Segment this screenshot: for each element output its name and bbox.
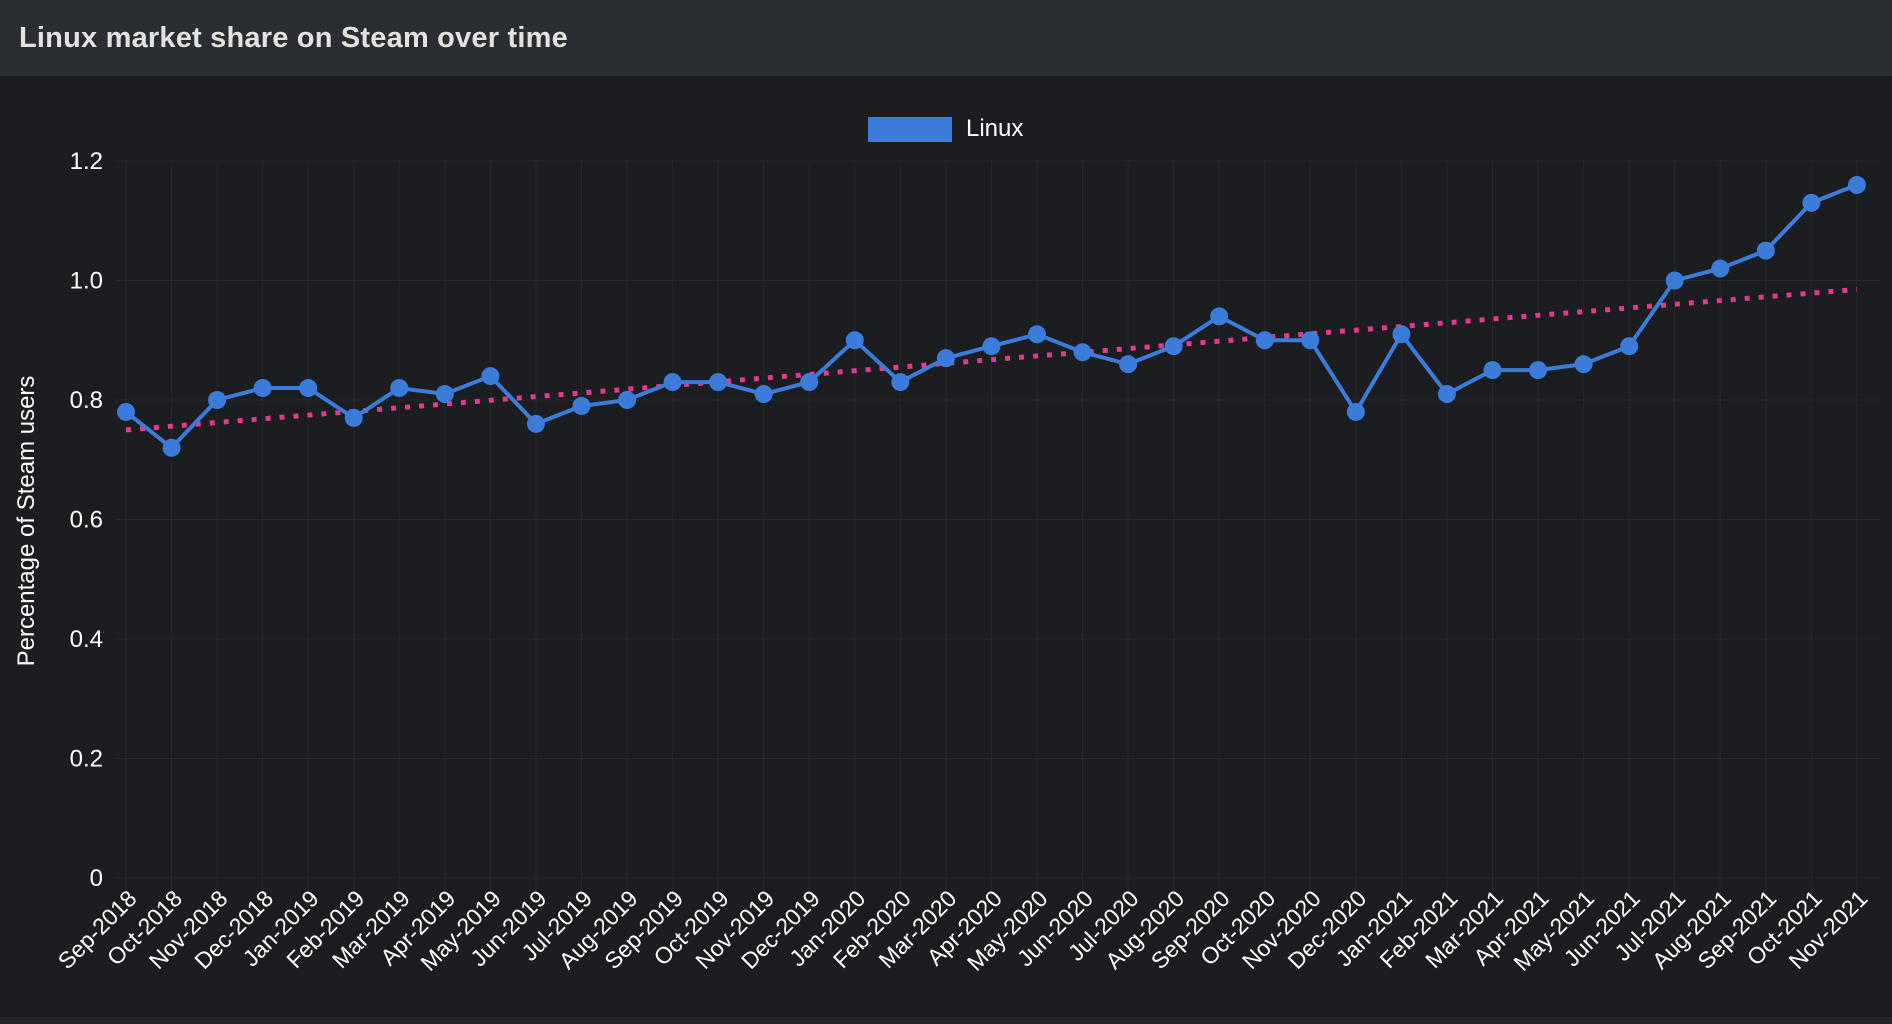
data-point[interactable] — [1164, 337, 1183, 356]
data-point[interactable] — [800, 373, 819, 392]
y-tick-label: 1.0 — [70, 268, 103, 295]
y-tick-label: 0.2 — [70, 746, 103, 773]
data-point[interactable] — [253, 379, 272, 398]
data-point[interactable] — [208, 391, 227, 409]
data-point[interactable] — [572, 396, 591, 415]
data-point[interactable] — [299, 379, 318, 398]
y-axis-title: Percentage of Steam users — [13, 376, 40, 667]
legend-item-linux[interactable]: Linux — [868, 115, 1023, 143]
data-point[interactable] — [845, 331, 864, 350]
data-point[interactable] — [1620, 337, 1639, 356]
data-point[interactable] — [663, 373, 682, 392]
data-point[interactable] — [709, 373, 728, 392]
chart-area: 0 0.2 0.4 0.6 0.8 1.0 1.2 Sep-2018 Oct-2018 Nov-2… — [0, 76, 1892, 1024]
y-tick-label: 1.2 — [70, 148, 103, 175]
data-point[interactable] — [1529, 361, 1548, 380]
data-point[interactable] — [1255, 331, 1274, 350]
legend-label: Linux — [966, 115, 1024, 142]
y-tick-label: 0.8 — [70, 387, 103, 414]
data-point[interactable] — [1665, 271, 1684, 290]
data-point[interactable] — [1756, 241, 1775, 260]
data-point[interactable] — [1711, 259, 1730, 278]
data-point[interactable] — [1301, 331, 1320, 350]
data-point[interactable] — [1073, 343, 1092, 362]
data-point[interactable] — [344, 408, 363, 427]
y-tick-label: 0.4 — [70, 626, 103, 653]
page-title: Linux market share on Steam over time — [19, 21, 568, 54]
trend-line — [125, 286, 1858, 433]
data-point[interactable] — [618, 391, 637, 409]
y-tick-label: 0 — [90, 865, 103, 892]
title-bar: Linux market share on Steam over time — [0, 0, 1892, 76]
data-point[interactable] — [1210, 307, 1229, 326]
data-point[interactable] — [1346, 402, 1365, 421]
data-point[interactable] — [1574, 355, 1593, 374]
chart-svg: 00.20.40.60.81.01.2Sep-2018Oct-2018Nov-2… — [13, 148, 1880, 976]
data-point[interactable] — [754, 385, 773, 404]
data-point[interactable] — [117, 402, 135, 421]
legend-swatch — [868, 116, 952, 142]
data-point[interactable] — [1028, 325, 1046, 344]
data-point[interactable] — [1847, 175, 1866, 194]
data-point[interactable] — [526, 414, 545, 433]
data-point[interactable] — [162, 438, 181, 457]
data-point[interactable] — [891, 373, 910, 392]
data-point[interactable] — [481, 367, 500, 386]
data-point[interactable] — [1437, 385, 1456, 404]
data-point[interactable] — [982, 337, 1001, 356]
data-point[interactable] — [1392, 325, 1411, 344]
data-point[interactable] — [435, 385, 454, 404]
data-point[interactable] — [1483, 361, 1502, 380]
data-point[interactable] — [1802, 193, 1821, 212]
y-tick-label: 0.6 — [70, 507, 103, 534]
data-point[interactable] — [1119, 355, 1138, 374]
data-point[interactable] — [390, 379, 409, 398]
data-point[interactable] — [936, 349, 955, 368]
footer-strip — [0, 1017, 1892, 1024]
